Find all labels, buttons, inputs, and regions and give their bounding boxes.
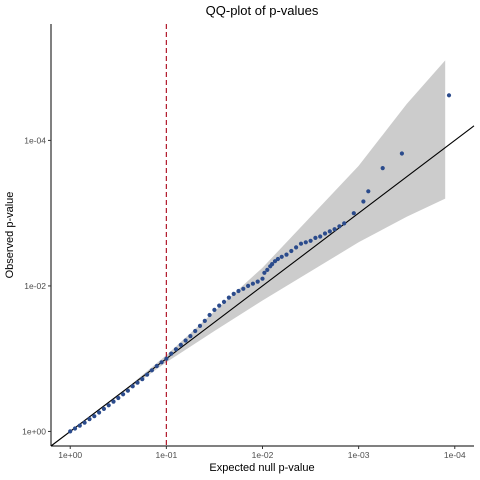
identity-line <box>50 125 475 447</box>
data-point <box>140 377 145 382</box>
x-tick-label: 1e-03 <box>348 450 370 460</box>
data-point <box>226 295 231 300</box>
data-point <box>92 414 97 419</box>
data-point <box>68 429 73 434</box>
data-point <box>361 199 366 204</box>
data-point <box>159 360 164 365</box>
data-point <box>272 259 278 264</box>
data-point <box>351 211 356 216</box>
data-point <box>289 248 294 254</box>
data-point <box>164 356 169 361</box>
data-point <box>149 368 154 373</box>
data-point <box>125 388 130 393</box>
data-point <box>332 227 337 232</box>
data-point <box>250 281 255 286</box>
data-point <box>173 347 179 352</box>
data-point <box>380 166 385 171</box>
data-point <box>241 286 246 291</box>
data-point <box>82 420 87 425</box>
data-point <box>101 406 106 411</box>
confidence-band-layer <box>70 60 446 432</box>
data-point <box>318 234 323 239</box>
data-point <box>207 312 212 318</box>
x-axis-ticks: 1e+00 1e-01 1e-02 1e-03 1e-04 <box>58 446 466 460</box>
data-point <box>77 423 82 428</box>
confidence-band <box>70 60 446 432</box>
data-point <box>188 334 193 339</box>
data-point <box>270 262 275 267</box>
data-point <box>178 342 183 347</box>
x-tick-label: 1e-04 <box>444 450 466 460</box>
data-point <box>116 395 121 401</box>
data-point <box>255 279 260 284</box>
data-point <box>130 384 135 389</box>
data-point <box>262 270 267 275</box>
data-point <box>294 245 299 250</box>
data-point <box>298 241 304 246</box>
data-point <box>221 299 227 304</box>
data-point <box>154 363 159 369</box>
data-point <box>342 221 347 226</box>
data-point <box>303 240 308 245</box>
data-point <box>106 403 111 408</box>
data-point <box>399 151 404 156</box>
data-point <box>121 392 126 397</box>
x-tick-label: 1e-01 <box>155 450 177 460</box>
data-point <box>111 399 116 404</box>
data-point <box>193 328 198 334</box>
data-point <box>217 303 222 308</box>
data-point <box>337 224 342 229</box>
data-point <box>265 267 270 272</box>
data-point <box>236 288 241 294</box>
data-point <box>197 323 203 328</box>
data-point <box>202 318 207 323</box>
data-point <box>313 235 318 240</box>
data-point <box>97 410 102 415</box>
data-point <box>87 417 92 422</box>
x-tick-label: 1e+00 <box>58 450 82 460</box>
reference-line-layer <box>50 125 475 447</box>
data-point <box>246 283 251 288</box>
data-point <box>322 231 328 236</box>
data-point <box>327 229 332 234</box>
y-tick-label: 1e-02 <box>24 281 46 291</box>
data-point <box>275 256 280 262</box>
data-point <box>169 351 174 356</box>
data-point <box>308 238 313 243</box>
data-point <box>135 380 140 385</box>
data-point <box>446 93 452 98</box>
y-axis-title: Observed p-value <box>4 192 16 279</box>
x-tick-label: 1e-02 <box>252 450 274 460</box>
y-tick-label: 1e-04 <box>24 135 46 145</box>
data-point <box>260 276 265 281</box>
y-tick-label: 1e+00 <box>22 426 46 436</box>
x-axis-title: Expected null p-value <box>209 462 314 474</box>
data-point <box>72 426 78 431</box>
data-point <box>231 291 236 296</box>
data-point <box>279 254 284 259</box>
data-point <box>183 338 188 343</box>
data-point <box>212 307 217 312</box>
data-point <box>145 372 150 377</box>
data-points-layer <box>68 93 452 434</box>
chart-title: QQ-plot of p-values <box>206 3 319 18</box>
y-axis-ticks: 1e+00 1e-02 1e-04 <box>22 135 51 436</box>
data-point <box>366 189 371 194</box>
data-point <box>284 252 289 257</box>
